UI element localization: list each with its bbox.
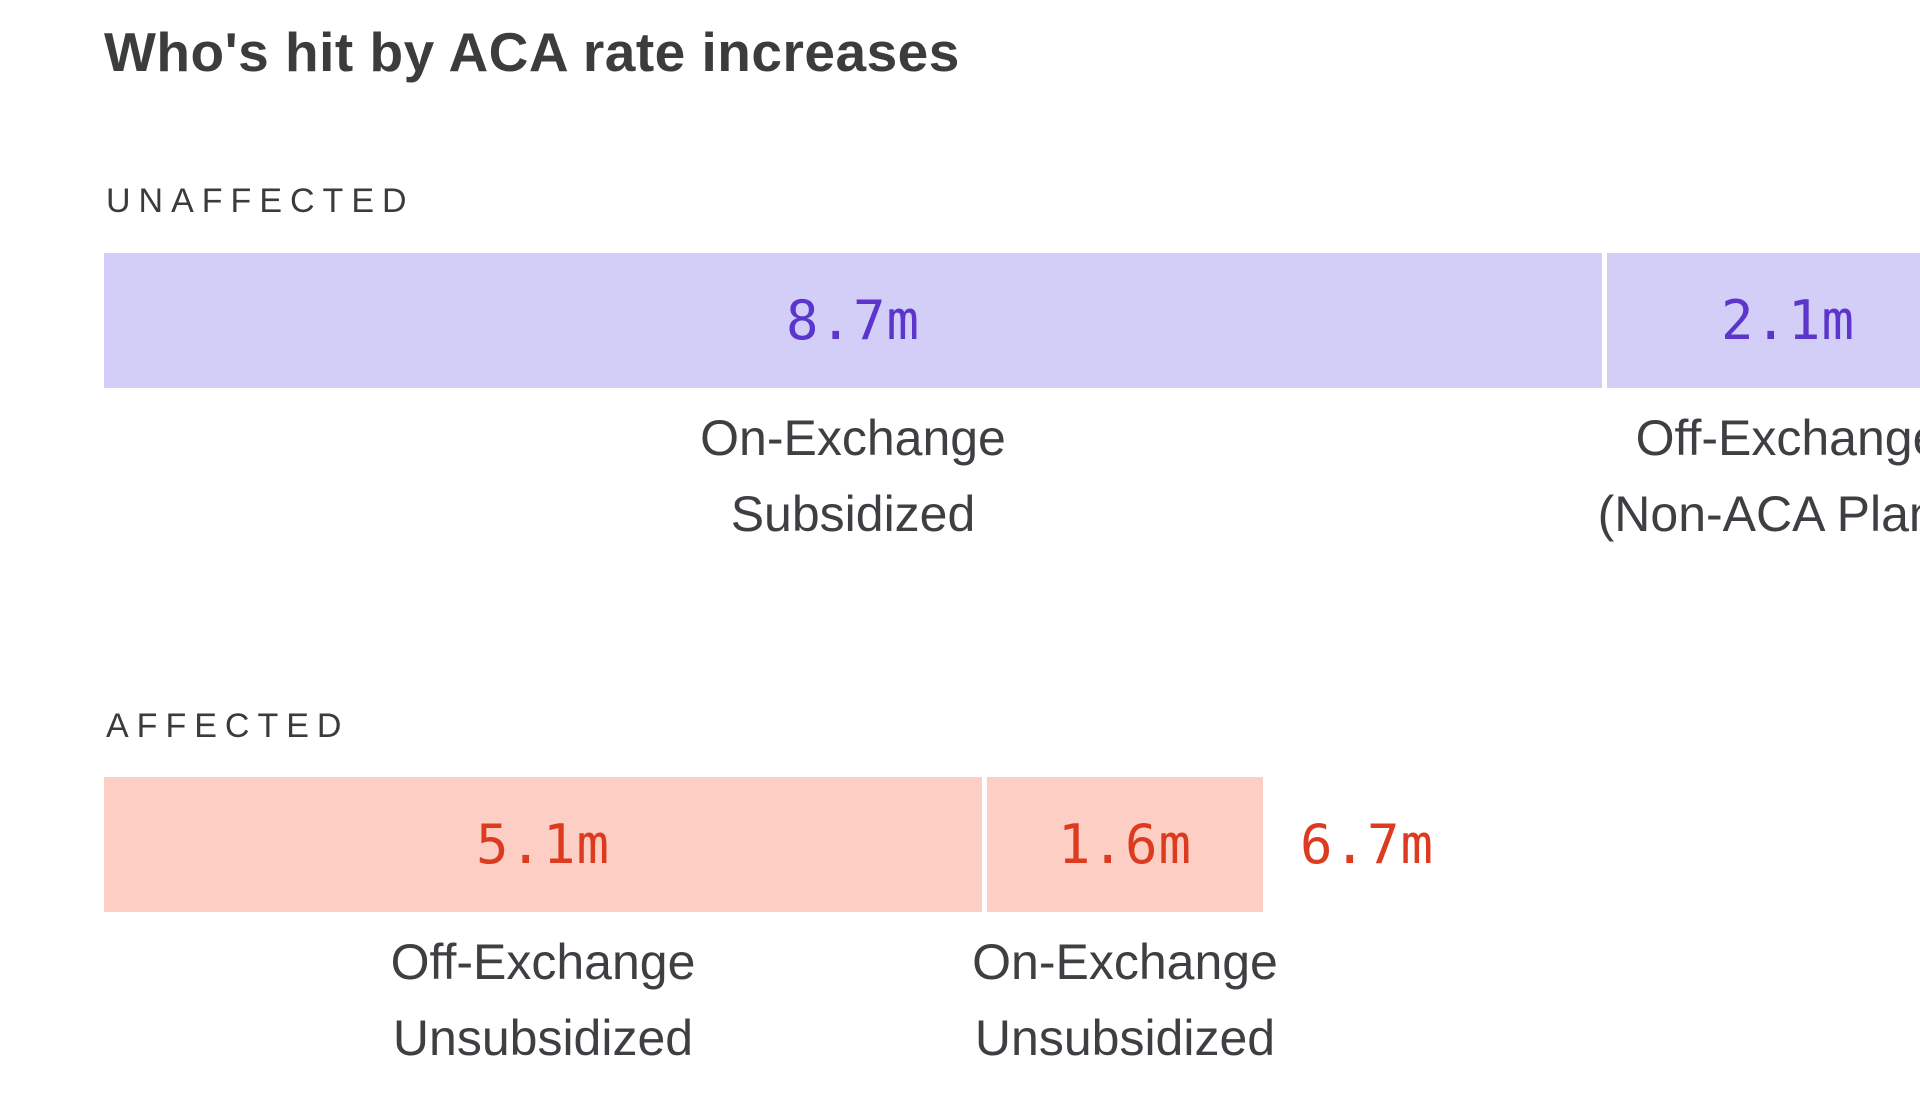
bar-segment: 8.7m [104, 253, 1602, 388]
bar-category-label-line: On-Exchange [972, 934, 1278, 990]
bar-value-label: 1.6m [1057, 813, 1193, 876]
bar-category-label: On-Exchange Unsubsidized [972, 924, 1278, 1076]
aca-rate-increase-chart: Who's hit by ACA rate increases UNAFFECT… [104, 0, 1920, 1080]
bar-category-label-line: Off-Exchange [1635, 410, 1920, 466]
chart-title: Who's hit by ACA rate increases [104, 21, 960, 83]
bar-category-label-line: Off-Exchange [390, 934, 696, 990]
bar-segment: 2.1m [1607, 253, 1920, 388]
bar-category-label: Off-Exchange Unsubsidized [391, 924, 696, 1076]
bar-category-label-line: On-Exchange [700, 410, 1006, 466]
bar-category-label: Off-Exchange (Non-ACA Plans) [1598, 400, 1920, 552]
unaffected-category-labels: On-Exchange Subsidized Off-Exchange (Non-AC… [104, 400, 1920, 575]
bar-value-label: 5.1m [475, 813, 611, 876]
group-label-unaffected: UNAFFECTED [106, 182, 415, 220]
bar-category-label-line: Unsubsidized [392, 1010, 694, 1066]
bar-segment: 5.1m [104, 777, 982, 912]
bar-category-label-line: (Non-ACA Plans) [1597, 486, 1920, 542]
bar-category-label-line: Subsidized [730, 486, 976, 542]
bar-segment: 1.6m [987, 777, 1263, 912]
unaffected-bar-row: 8.7m 2.1m [104, 253, 1920, 388]
bar-category-label: On-Exchange Subsidized [700, 400, 1006, 552]
group-label-affected: AFFECTED [106, 707, 350, 745]
bar-category-label-line: Unsubsidized [974, 1010, 1276, 1066]
bar-value-label: 8.7m [785, 289, 921, 352]
affected-category-labels: Off-Exchange Unsubsidized On-Exchange Unsub… [104, 924, 1920, 1099]
group-total-label: 6.7m [1300, 813, 1435, 876]
affected-bar-row: 5.1m 1.6m 6.7m [104, 777, 1920, 912]
bar-value-label: 2.1m [1720, 289, 1856, 352]
